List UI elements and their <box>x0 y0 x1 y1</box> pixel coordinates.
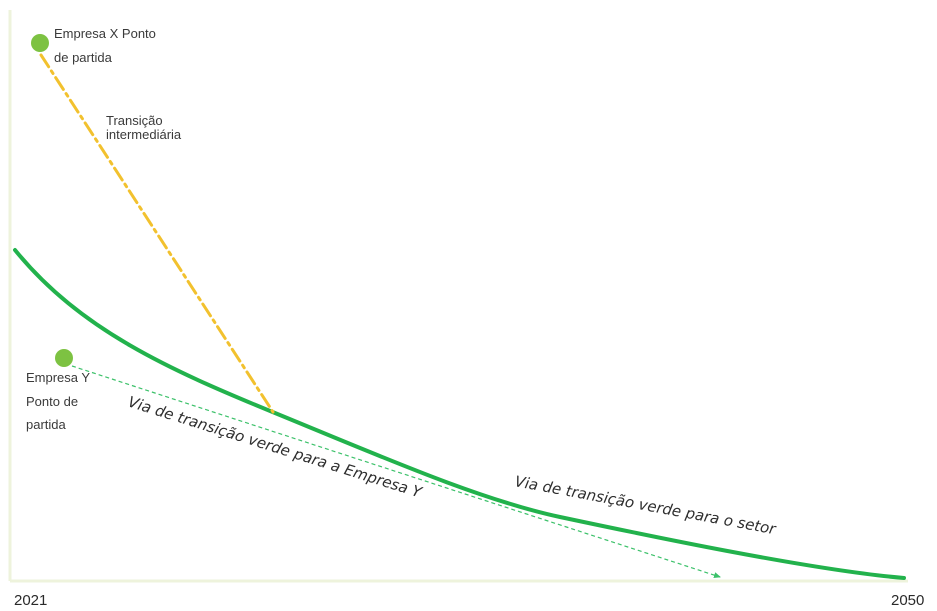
company-y-start-label: Empresa Y Ponto de partida <box>26 370 93 432</box>
company-x-start-label: Empresa X Ponto de partida <box>54 26 160 65</box>
company-y-start-label-line-2: Ponto de <box>26 394 78 409</box>
company-x-start-label-line-2: de partida <box>54 50 113 65</box>
sector-transition-curve <box>13 248 906 580</box>
company-y-start-label-line-1: Empresa Y <box>26 370 90 385</box>
sector-path-label: Via de transição verde para o setor <box>513 472 778 538</box>
x-axis-start-label: 2021 <box>14 592 47 609</box>
company-y-transition-arrow <box>71 365 721 578</box>
company-y-start-label-line-3: partida <box>26 417 67 432</box>
intermediate-transition-label: Transição intermediária <box>106 113 182 142</box>
intermediate-transition-label-line-1: Transição <box>106 113 163 128</box>
company-x-start-point <box>31 34 49 52</box>
intermediate-transition-line <box>39 53 275 414</box>
x-axis-end-label: 2050 <box>891 592 924 609</box>
company-x-start-label-line-1: Empresa X Ponto <box>54 26 156 41</box>
company-y-start-point <box>55 349 73 367</box>
company-y-path-label: Via de transição verde para a Empresa Y <box>126 393 426 502</box>
intermediate-transition-label-line-2: intermediária <box>106 127 182 142</box>
